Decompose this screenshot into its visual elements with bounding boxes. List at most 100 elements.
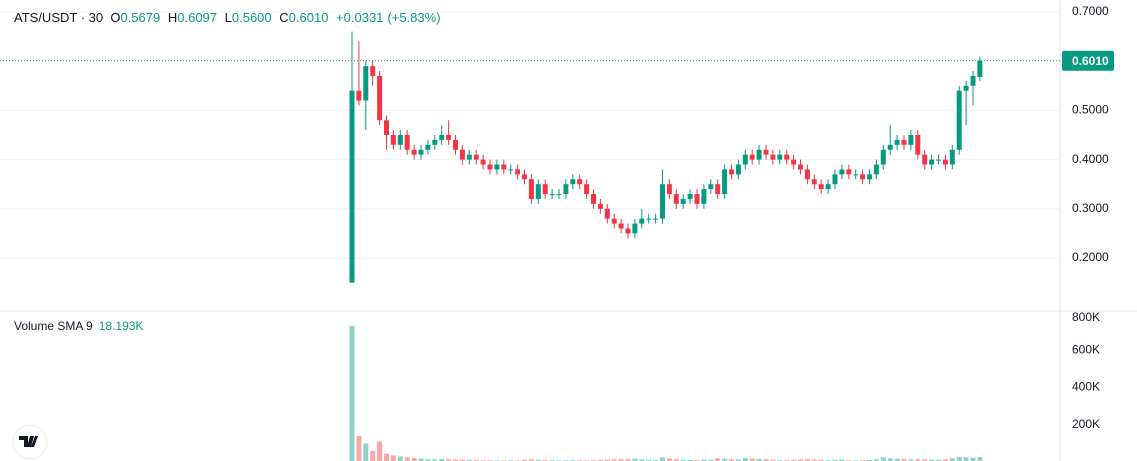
- y-tick-label: 0.3000: [1072, 201, 1109, 215]
- candle-body: [770, 154, 776, 160]
- legend: ATS/USDT · 30 O0.5679 H0.6097 L0.5600 C0…: [14, 10, 445, 25]
- candle-body: [377, 75, 383, 121]
- candle-body: [404, 135, 410, 150]
- candle-body: [363, 66, 369, 101]
- candle-body: [908, 135, 914, 145]
- candle-body: [791, 159, 797, 165]
- volume-legend: Volume SMA 9 18.193K: [14, 319, 143, 333]
- volume-bar: [929, 459, 935, 461]
- candle-body: [798, 164, 803, 170]
- candle-body: [584, 184, 590, 195]
- ohlc-value: 0.5600: [231, 10, 272, 25]
- volume-bar: [791, 459, 797, 461]
- volume-bar: [680, 459, 686, 461]
- candle-body: [949, 149, 955, 165]
- volume-bar: [522, 459, 527, 461]
- volume-bar: [390, 455, 396, 461]
- volume-bar: [446, 459, 452, 461]
- candle-body: [611, 218, 617, 224]
- volume-bar: [701, 459, 707, 461]
- volume-bar: [349, 326, 355, 461]
- candle-body: [515, 169, 521, 175]
- candle-body: [597, 203, 603, 209]
- volume-bar: [528, 459, 534, 461]
- volume-bar: [942, 459, 948, 461]
- candle-body: [397, 135, 403, 145]
- candle-body: [411, 149, 417, 155]
- candle-body: [639, 218, 645, 224]
- tv-logo: [12, 424, 48, 460]
- candle-body: [570, 179, 576, 185]
- volume-bar: [756, 459, 762, 461]
- candle-body: [646, 218, 652, 220]
- volume-bar: [915, 459, 921, 461]
- volume-bar: [673, 459, 679, 461]
- volume-bar: [894, 458, 900, 461]
- candle-body: [804, 169, 810, 180]
- volume-bar: [632, 458, 638, 461]
- candle-body: [618, 223, 624, 229]
- volume-bar: [363, 443, 369, 461]
- candle-body: [722, 169, 728, 195]
- candle-body: [501, 164, 507, 170]
- volume-bar: [356, 435, 362, 461]
- candle-body: [887, 144, 893, 150]
- y-tick-label: 200K: [1072, 417, 1100, 431]
- volume-bar: [956, 456, 962, 461]
- candle-body: [666, 184, 672, 195]
- candle-body: [418, 149, 424, 155]
- volume-bar: [418, 458, 424, 461]
- candle-body: [729, 169, 734, 175]
- candle-body: [384, 120, 389, 136]
- volume-bar: [542, 459, 548, 461]
- volume-bar: [742, 457, 748, 461]
- y-tick-label: 0.2000: [1072, 250, 1109, 264]
- volume-bar: [397, 456, 403, 461]
- ohlc-label: L: [224, 10, 232, 25]
- candle-body: [446, 135, 452, 140]
- volume-bar: [970, 457, 976, 461]
- candle-body: [742, 154, 748, 165]
- candle-body: [487, 164, 493, 170]
- candle-body: [977, 60, 983, 77]
- volume-bar: [977, 457, 983, 461]
- candle-body: [577, 179, 583, 185]
- candle-body: [777, 154, 783, 160]
- candle-body: [542, 184, 548, 195]
- last-price-tag: [1062, 50, 1114, 71]
- volume-bar: [625, 459, 631, 461]
- symbol: ATS/USDT · 30: [14, 10, 104, 25]
- candle-body: [708, 184, 714, 190]
- volume-bar: [666, 458, 672, 461]
- candle-body: [956, 90, 962, 150]
- volume-bar: [611, 459, 617, 461]
- candle-body: [784, 154, 790, 160]
- candle-body: [653, 218, 659, 220]
- candle-body: [832, 174, 838, 185]
- candle-body: [528, 179, 534, 199]
- last-price-label: 0.6010: [1072, 54, 1109, 68]
- volume-bar: [597, 459, 603, 461]
- candle-body: [591, 194, 596, 204]
- candle-body: [901, 139, 907, 145]
- volume-bar: [411, 457, 417, 461]
- candle-body: [701, 189, 707, 204]
- volume-bar: [735, 459, 741, 461]
- candle-body: [756, 149, 762, 160]
- volume-bar: [839, 459, 845, 461]
- volume-bar: [660, 457, 665, 461]
- y-tick-label: 800K: [1072, 310, 1100, 324]
- volume-bar: [439, 459, 445, 461]
- candle-body: [390, 135, 396, 145]
- y-tick-label: 0.7000: [1072, 4, 1109, 18]
- volume-bar: [763, 459, 769, 461]
- volume-bar: [715, 458, 721, 461]
- candle-body: [963, 85, 969, 91]
- volume-sma: 18.193K: [98, 319, 144, 333]
- volume-bar: [880, 457, 886, 461]
- volume-bar: [770, 459, 776, 461]
- candle-body: [660, 184, 665, 219]
- volume-bar: [404, 457, 410, 461]
- volume-bar: [749, 458, 755, 461]
